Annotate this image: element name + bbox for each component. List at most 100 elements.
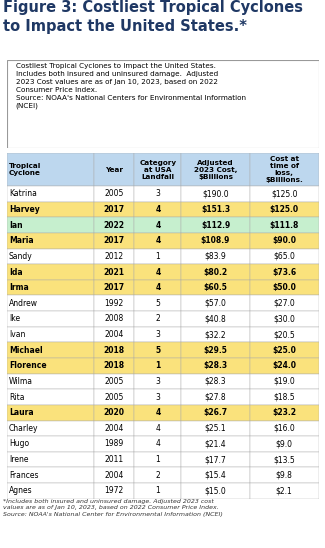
Text: 2017: 2017	[104, 236, 125, 246]
Bar	[135, 436, 181, 452]
Text: $50.0: $50.0	[272, 283, 296, 292]
Bar	[135, 358, 181, 374]
Bar	[250, 153, 318, 186]
Bar	[94, 295, 135, 311]
Bar	[6, 218, 94, 233]
Bar	[135, 420, 181, 436]
Bar	[181, 202, 250, 218]
Bar	[181, 327, 250, 342]
Bar	[181, 186, 250, 202]
Bar	[181, 311, 250, 327]
Bar	[135, 327, 181, 342]
Text: 2012: 2012	[105, 252, 124, 261]
Bar	[135, 405, 181, 420]
Text: 4: 4	[155, 236, 161, 246]
Bar	[94, 420, 135, 436]
Text: 2004: 2004	[104, 424, 124, 433]
Text: Ian: Ian	[9, 221, 23, 230]
Bar	[6, 264, 94, 280]
Bar	[181, 420, 250, 436]
Text: $13.5: $13.5	[273, 455, 295, 464]
Text: $32.2: $32.2	[205, 330, 226, 339]
Bar	[6, 374, 94, 389]
Bar	[135, 153, 181, 186]
Bar	[6, 467, 94, 483]
Bar	[181, 405, 250, 420]
Text: Cost at
time of
loss,
$Billions.: Cost at time of loss, $Billions.	[265, 156, 303, 183]
Text: 1: 1	[155, 487, 160, 495]
Bar	[94, 342, 135, 358]
Text: Tropical
Cyclone: Tropical Cyclone	[9, 163, 41, 176]
Bar	[135, 233, 181, 249]
Text: $28.3: $28.3	[203, 361, 227, 370]
Text: 4: 4	[155, 267, 161, 277]
Text: $125.0: $125.0	[270, 205, 299, 214]
Text: $16.0: $16.0	[273, 424, 295, 433]
Text: $40.8: $40.8	[205, 315, 227, 323]
Bar	[6, 311, 94, 327]
Text: 1992: 1992	[105, 299, 124, 308]
Text: $29.5: $29.5	[203, 346, 227, 355]
Text: Maria: Maria	[9, 236, 33, 246]
Text: $9.8: $9.8	[276, 471, 292, 480]
Text: Ike: Ike	[9, 315, 20, 323]
Bar	[94, 405, 135, 420]
Text: $27.0: $27.0	[273, 299, 295, 308]
Bar	[94, 218, 135, 233]
Bar	[181, 483, 250, 499]
Text: $25.1: $25.1	[205, 424, 226, 433]
Bar	[94, 202, 135, 218]
Text: Irene: Irene	[9, 455, 29, 464]
Text: 4: 4	[155, 439, 160, 448]
Text: $25.0: $25.0	[272, 346, 296, 355]
Bar	[6, 405, 94, 420]
Text: Hugo: Hugo	[9, 439, 29, 448]
Bar	[135, 264, 181, 280]
Text: Laura: Laura	[9, 408, 33, 417]
Text: 1: 1	[155, 455, 160, 464]
Bar	[6, 249, 94, 264]
Text: Category
at USA
Landfall: Category at USA Landfall	[139, 159, 176, 180]
Bar	[250, 483, 318, 499]
Bar	[250, 280, 318, 295]
Bar	[250, 358, 318, 374]
Text: 4: 4	[155, 283, 161, 292]
Bar	[6, 233, 94, 249]
Bar	[250, 249, 318, 264]
Text: 2005: 2005	[104, 190, 124, 198]
Text: 2018: 2018	[104, 361, 125, 370]
Text: $23.2: $23.2	[272, 408, 296, 417]
Text: Agnes: Agnes	[9, 487, 32, 495]
Text: $83.9: $83.9	[205, 252, 227, 261]
Text: 2011: 2011	[105, 455, 124, 464]
Bar	[6, 358, 94, 374]
Bar	[6, 452, 94, 467]
Bar	[250, 389, 318, 405]
Text: 2005: 2005	[104, 377, 124, 386]
Text: 2: 2	[155, 471, 160, 480]
Text: *Includes both insured and uninsured damage. Adjusted 2023 cost
values are as of: *Includes both insured and uninsured dam…	[3, 499, 223, 517]
Text: 3: 3	[155, 377, 160, 386]
Text: $28.3: $28.3	[205, 377, 226, 386]
Text: 2008: 2008	[105, 315, 124, 323]
Bar	[250, 327, 318, 342]
Bar	[181, 358, 250, 374]
Text: $26.7: $26.7	[203, 408, 227, 417]
Text: Florence: Florence	[9, 361, 46, 370]
Bar	[181, 342, 250, 358]
Bar	[135, 202, 181, 218]
Bar	[181, 249, 250, 264]
Text: Sandy: Sandy	[9, 252, 33, 261]
Bar	[250, 311, 318, 327]
Text: 3: 3	[155, 392, 160, 402]
Text: $30.0: $30.0	[273, 315, 295, 323]
Text: 4: 4	[155, 205, 161, 214]
Text: 3: 3	[155, 190, 160, 198]
Bar	[250, 342, 318, 358]
Bar	[250, 467, 318, 483]
Text: $90.0: $90.0	[272, 236, 296, 246]
Text: Wilma: Wilma	[9, 377, 33, 386]
Text: $60.5: $60.5	[203, 283, 227, 292]
Text: Andrew: Andrew	[9, 299, 38, 308]
Text: Irma: Irma	[9, 283, 29, 292]
